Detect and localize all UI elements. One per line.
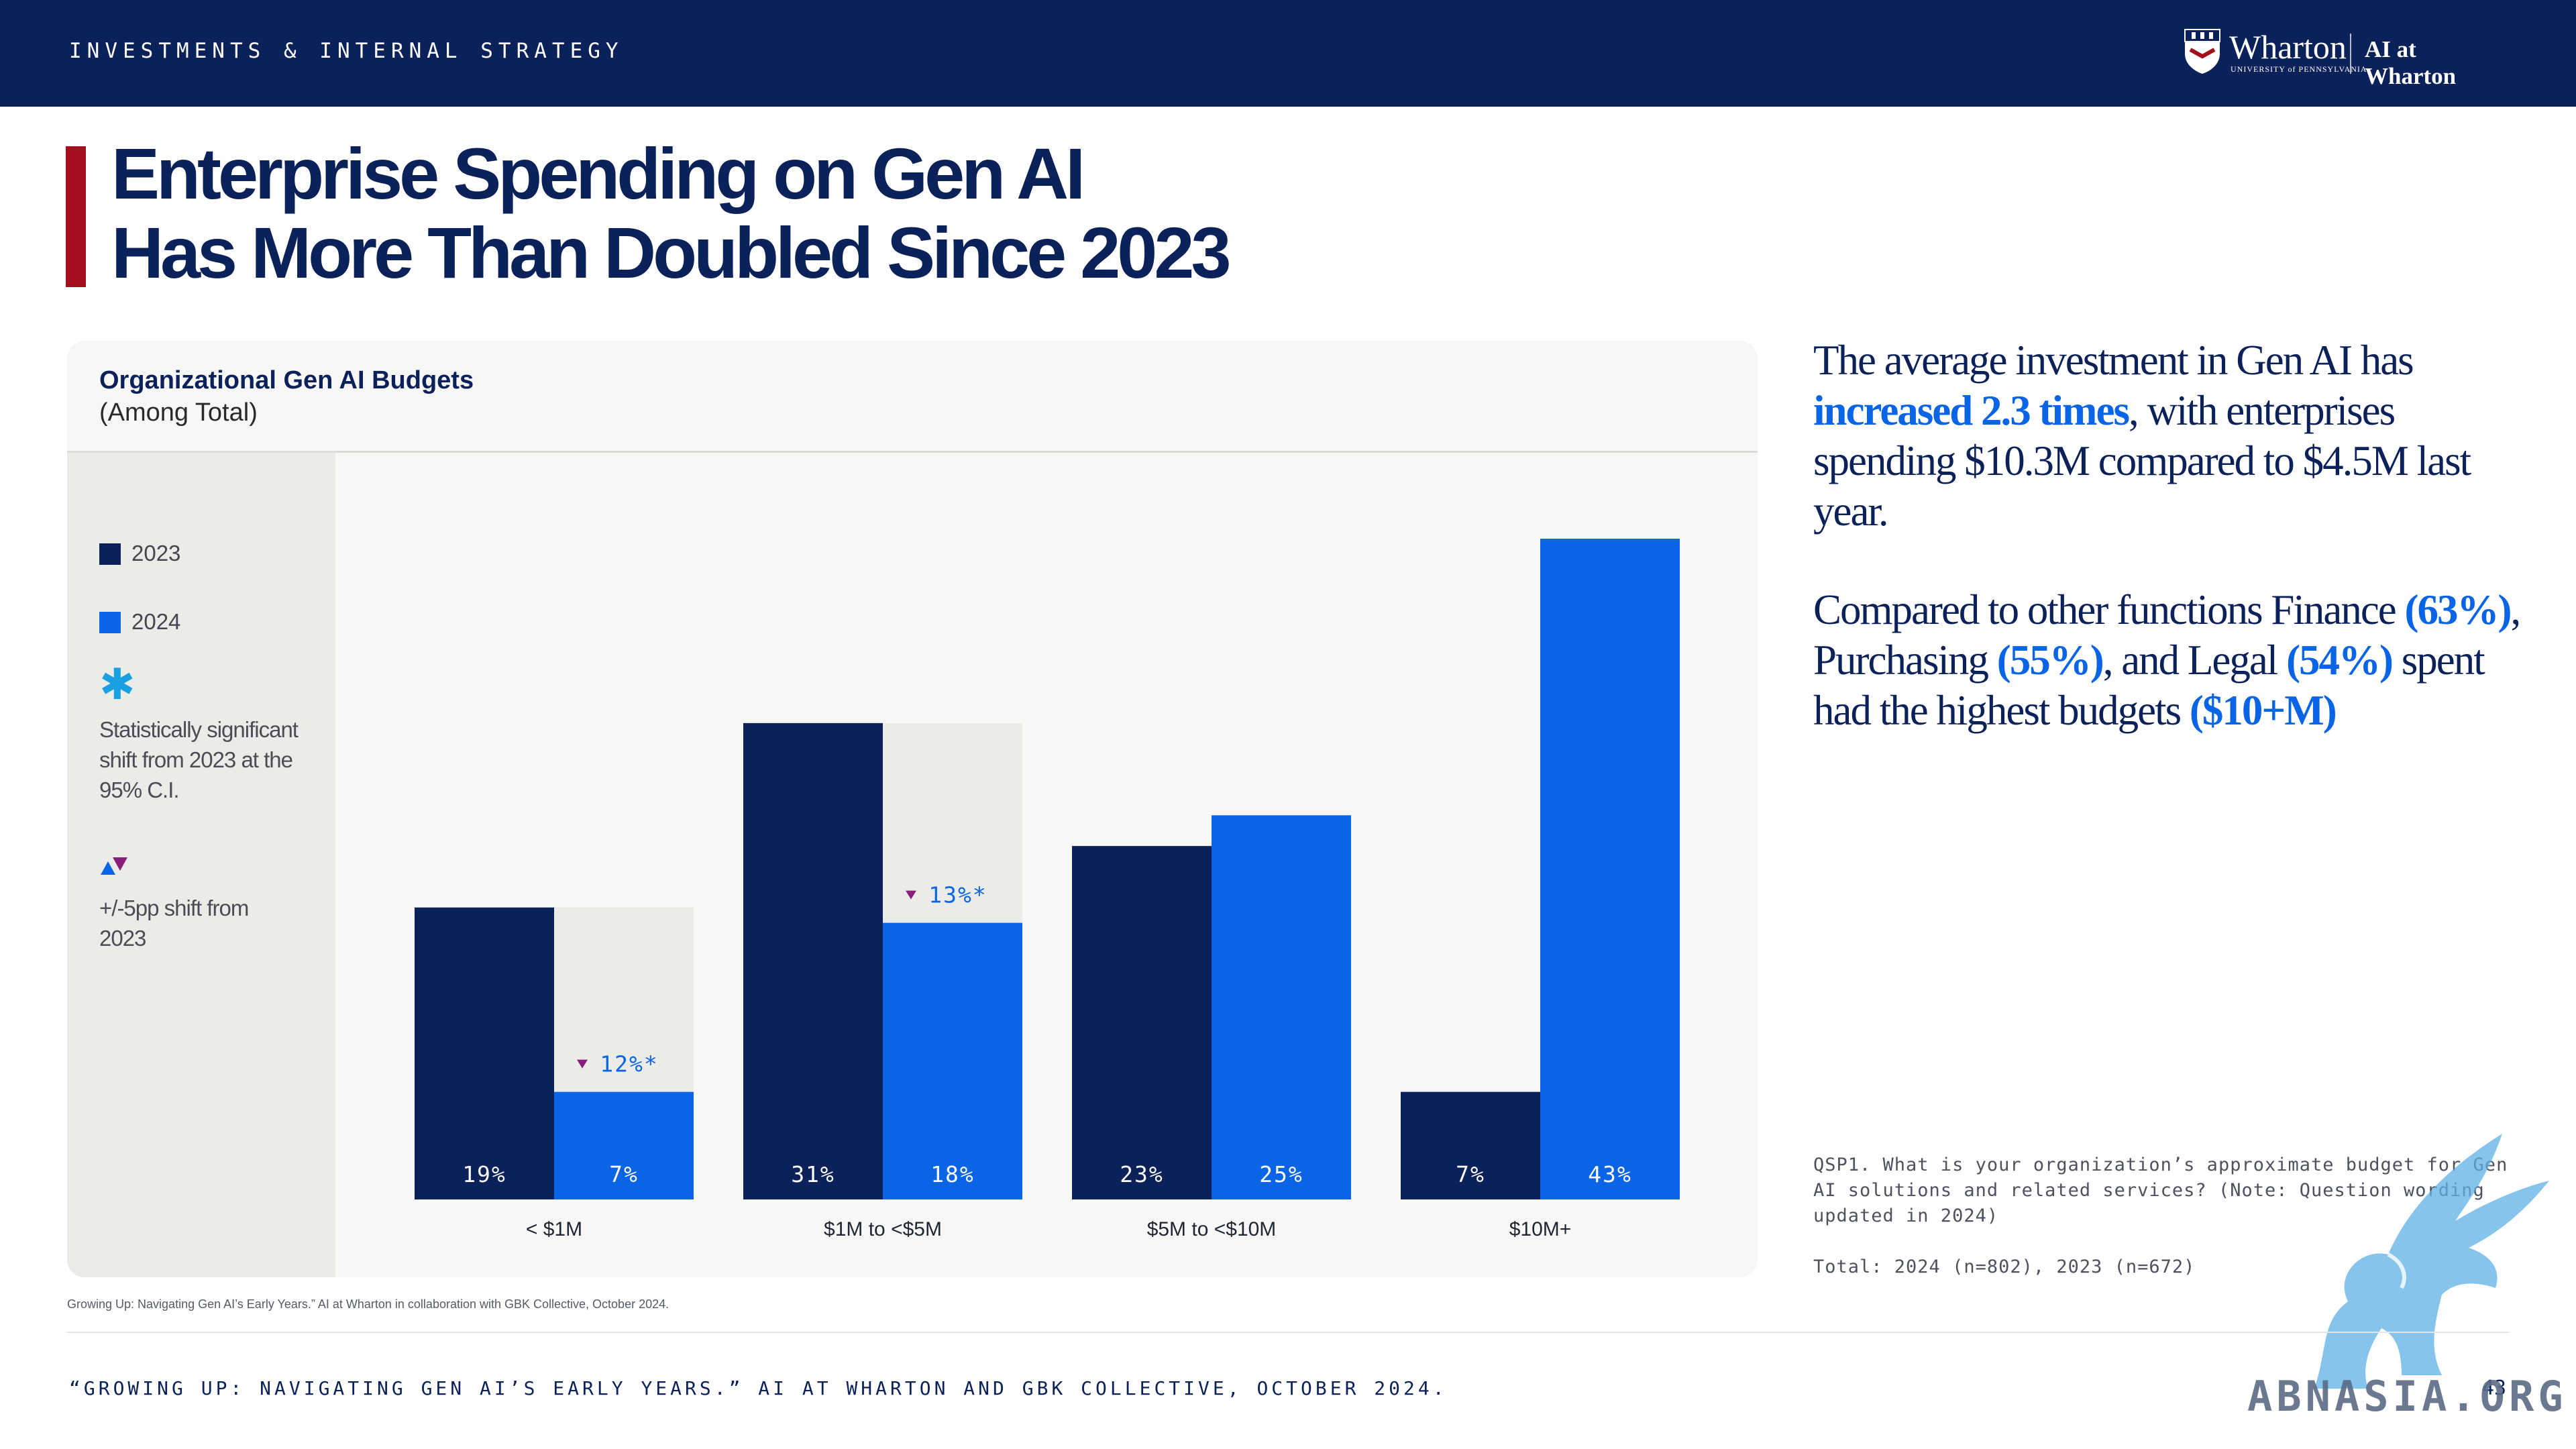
penn-shield-icon — [2184, 29, 2220, 74]
panel-divider — [67, 451, 1758, 453]
bar-2023-1 — [743, 722, 883, 1199]
bar-2024-0 — [554, 1091, 694, 1199]
logo-wordmark: Wharton — [2229, 28, 2347, 66]
legend-label-2024: 2024 — [131, 609, 181, 634]
finding-text: , with enterprises spending $10.3M compa… — [1813, 387, 2471, 535]
down-triangle-icon — [577, 1059, 588, 1069]
data-label-2024-1: 18% — [930, 1161, 975, 1187]
key-findings: The average investment in Gen AI has inc… — [1813, 335, 2538, 736]
footer-citation: “GROWING UP: NAVIGATING GEN AI’S EARLY Y… — [69, 1377, 1448, 1399]
shift-annotation-1: 13%* — [906, 882, 987, 908]
title-accent-bar — [66, 146, 86, 287]
finding-text: , Purchasing — [1813, 586, 2521, 684]
highlight-legal: (54%) — [2286, 637, 2394, 684]
data-label-2023-1: 31% — [791, 1161, 835, 1187]
finding-investment: The average investment in Gen AI has inc… — [1813, 335, 2538, 537]
logo-university: UNIVERSITY of PENNSYLVANIA — [2231, 64, 2367, 74]
data-label-2023-3: 7% — [1456, 1161, 1485, 1187]
highlight-increase: increased 2.3 times — [1813, 387, 2130, 434]
data-label-2024-2: 25% — [1259, 1161, 1303, 1187]
finding-text: , and Legal — [2102, 637, 2287, 684]
footer-divider — [67, 1332, 2509, 1333]
shift-note: +/-5pp shift from 2023 — [99, 896, 249, 951]
data-label-2024-0: 7% — [609, 1161, 639, 1187]
shift-annotation-text: 13%* — [928, 882, 987, 908]
bar-2024-2 — [1212, 815, 1351, 1199]
chart-panel: Organizational Gen AI Budgets (Among Tot… — [67, 341, 1758, 1277]
page-title-line-2: Has More Than Doubled Since 2023 — [111, 212, 1232, 293]
shift-triangles-icon — [101, 857, 127, 875]
finding-text: The average investment in Gen AI has — [1813, 337, 2414, 384]
finding-functions: Compared to other functions Finance (63%… — [1813, 585, 2538, 736]
highlight-budget: ($10+M) — [2189, 687, 2337, 734]
bar-2023-2 — [1072, 846, 1212, 1199]
legend-column — [67, 453, 335, 1277]
bar-2024-3 — [1540, 539, 1680, 1199]
shift-annotation-2: 36%* — [1563, 551, 1644, 578]
significance-star-icon: ✱ — [99, 660, 136, 708]
bar-2023-0 — [415, 907, 554, 1199]
bar-chart: 19% 7% < $1M 31% 18% $1M to <$5M 23% 25% $5M to … — [415, 539, 1680, 1240]
logo-program: AI at Wharton — [2365, 36, 2457, 89]
category-label-1: $1M to <$5M — [824, 1218, 942, 1240]
data-label-2024-3: 43% — [1588, 1161, 1632, 1187]
data-label-2023-2: 23% — [1120, 1161, 1164, 1187]
chart-subtitle: (Among Total) — [99, 398, 258, 427]
bar-2023-3 — [1401, 1091, 1540, 1199]
significance-note: Statistically significant shift from 202… — [99, 717, 299, 802]
legend-swatch-2024 — [99, 612, 121, 633]
shift-annotation-text: 36%* — [1586, 551, 1644, 578]
down-triangle-icon — [906, 890, 916, 900]
highlight-purchasing: (55%) — [1996, 637, 2104, 684]
page-title: Enterprise Spending on Gen AI Has More T… — [111, 133, 1232, 293]
finding-text: Compared to other functions Finance — [1813, 586, 2405, 633]
griffin-watermark-icon — [2314, 1134, 2549, 1389]
up-triangle-icon — [1563, 560, 1574, 569]
chart-title: Organizational Gen AI Budgets — [99, 366, 474, 394]
finding-text: spent had the highest budgets — [1813, 637, 2485, 734]
shift-annotation-0: 12%* — [577, 1051, 658, 1077]
chart-source: Growing Up: Navigating Gen AI’s Early Ye… — [67, 1297, 669, 1311]
shift-annotation-text: 12%* — [600, 1051, 658, 1077]
legend-swatch-2023 — [99, 543, 121, 565]
category-label-0: < $1M — [526, 1218, 582, 1240]
section-label: INVESTMENTS & INTERNAL STRATEGY — [69, 39, 624, 63]
bar-2024-1 — [883, 922, 1022, 1199]
logo-divider — [2350, 34, 2351, 74]
wharton-logo: Wharton UNIVERSITY of PENNSYLVANIA AI at… — [2184, 28, 2512, 89]
watermark-text: ABNASIA.ORG — [2247, 1372, 2567, 1421]
data-label-2023-0: 19% — [462, 1161, 506, 1187]
legend-label-2023: 2023 — [131, 541, 181, 566]
page-title-line-1: Enterprise Spending on Gen AI — [111, 133, 1085, 214]
top-banner: INVESTMENTS & INTERNAL STRATEGY Wharton … — [0, 0, 2576, 107]
page-number: 43 — [2482, 1377, 2507, 1400]
highlight-finance: (63%) — [2404, 586, 2512, 633]
category-label-3: $10M+ — [1509, 1218, 1572, 1240]
category-label-2: $5M to <$10M — [1147, 1218, 1277, 1240]
